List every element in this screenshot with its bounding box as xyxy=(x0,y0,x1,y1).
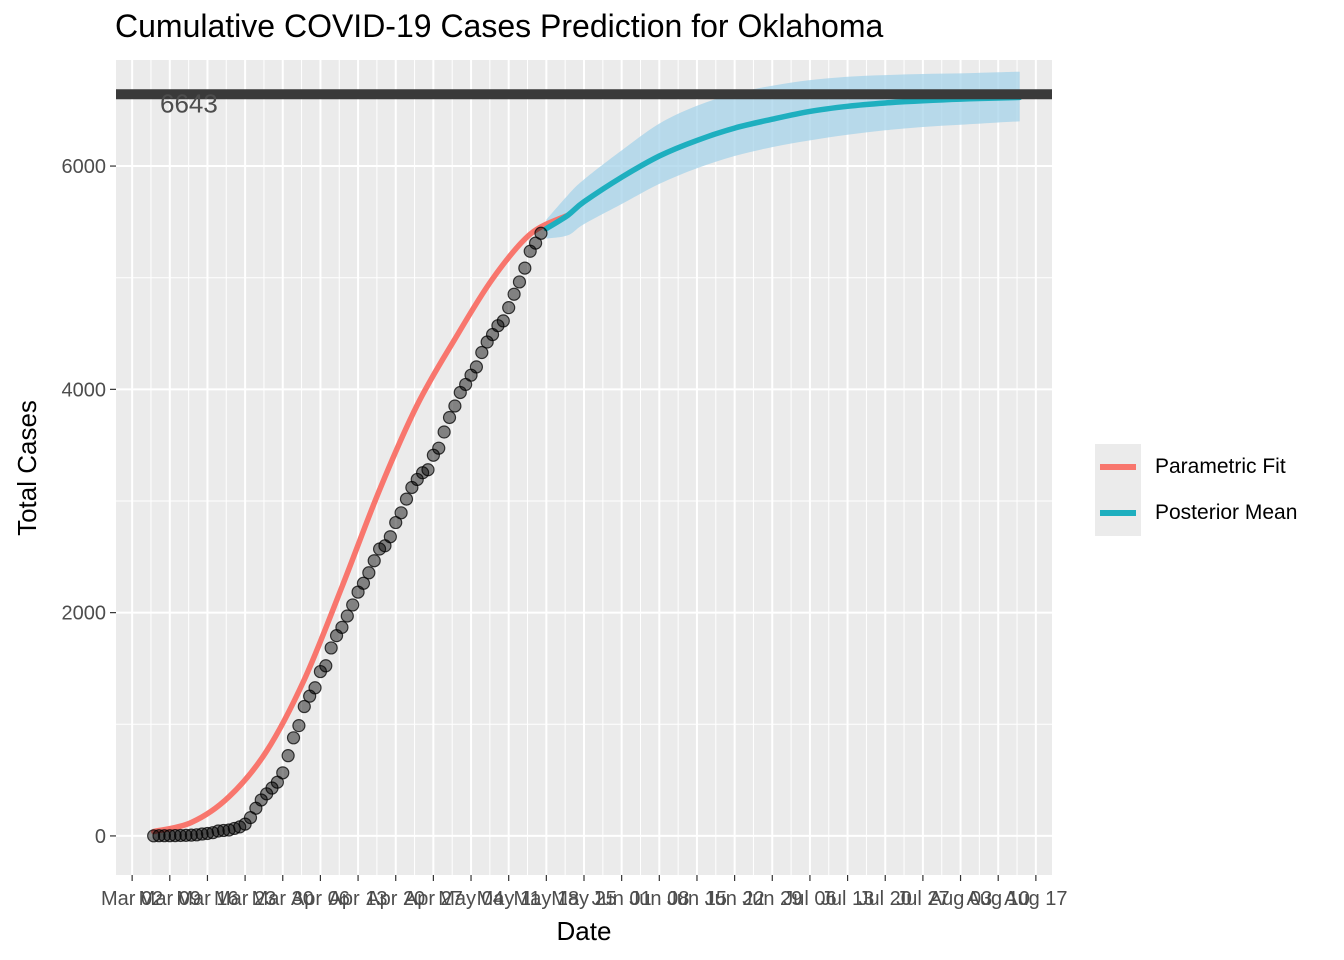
observed-point xyxy=(362,566,376,580)
observed-point xyxy=(534,226,548,240)
observed-point xyxy=(346,598,360,612)
x-tick-label: Aug 10 xyxy=(967,888,1030,910)
series-lines xyxy=(150,94,1023,835)
x-tick-label: May 18 xyxy=(514,888,580,910)
y-tick-label: 0 xyxy=(95,826,106,848)
observed-points xyxy=(147,226,548,843)
observed-point xyxy=(518,261,532,275)
x-tick-label: Jul 06 xyxy=(783,888,836,910)
observed-point xyxy=(502,301,516,315)
legend-item-posterior: Posterior Mean xyxy=(1095,490,1335,536)
observed-point xyxy=(184,828,198,842)
observed-point xyxy=(297,699,311,714)
x-tick-label: Aug 17 xyxy=(1004,888,1067,910)
x-tick-label: Apr 20 xyxy=(366,888,425,910)
legend-key xyxy=(1095,490,1141,536)
observed-point xyxy=(286,731,301,745)
legend-label: Parametric Fit xyxy=(1155,455,1286,478)
observed-point xyxy=(308,681,322,695)
observed-point xyxy=(168,828,182,843)
observed-point xyxy=(157,829,172,843)
observed-point xyxy=(216,823,231,838)
legend-item-parametric: Parametric Fit xyxy=(1095,444,1335,490)
observed-point xyxy=(163,829,177,843)
y-axis-title: Total Cases xyxy=(12,400,42,536)
observed-point xyxy=(179,828,193,842)
reference-line-group: 6643 xyxy=(116,88,1052,118)
observed-point xyxy=(292,719,306,733)
observed-point xyxy=(383,530,397,544)
observed-point xyxy=(528,236,543,250)
y-tick-label: 4000 xyxy=(62,379,107,401)
observed-point xyxy=(475,345,489,360)
x-tick-label: Apr 06 xyxy=(291,888,350,910)
x-tick-label: Jun 29 xyxy=(742,888,802,910)
observed-point xyxy=(367,554,381,568)
grid-major xyxy=(116,60,1052,875)
x-tick-label: Mar 23 xyxy=(214,888,276,910)
observed-point xyxy=(276,766,290,780)
legend-label: Posterior Mean xyxy=(1155,501,1298,524)
observed-point xyxy=(356,576,371,590)
x-axis-title: Date xyxy=(557,916,612,946)
x-tick-label: May 11 xyxy=(477,888,541,910)
x-tick-label: Mar 30 xyxy=(252,888,314,910)
observed-point xyxy=(442,410,457,425)
observed-point xyxy=(335,620,349,634)
credible-band xyxy=(546,71,1020,239)
y-tick-label: 2000 xyxy=(62,603,107,625)
observed-point xyxy=(507,287,521,301)
y-tick-label: 6000 xyxy=(62,156,107,178)
x-tick-label: Mar 16 xyxy=(176,888,238,910)
x-tick-label: Jun 15 xyxy=(667,888,727,910)
observed-point xyxy=(469,360,484,374)
x-tick-label: Aug 03 xyxy=(929,888,992,910)
observed-point xyxy=(324,641,338,655)
posterior-mean-line xyxy=(543,94,1023,232)
observed-point xyxy=(173,828,188,843)
x-tick-label: Apr 27 xyxy=(404,888,463,910)
observed-point xyxy=(147,829,161,843)
x-tick-label: Jul 20 xyxy=(859,888,912,910)
observed-point xyxy=(432,441,446,455)
parametric-fit-line xyxy=(150,212,571,835)
observed-point xyxy=(281,749,295,763)
observed-point xyxy=(437,425,451,439)
x-tick-label: Mar 09 xyxy=(139,888,201,910)
legend-key xyxy=(1095,444,1141,490)
reference-line-label: 6643 xyxy=(160,88,218,118)
grid-minor xyxy=(112,60,1052,949)
x-tick-label: Jun 22 xyxy=(705,888,765,910)
observed-point xyxy=(512,275,527,289)
observed-point xyxy=(448,399,462,413)
x-tick-label: Jun 08 xyxy=(629,888,689,910)
x-tick-label: May 25 xyxy=(551,888,617,910)
chart-title: Cumulative COVID-19 Cases Prediction for… xyxy=(115,8,884,44)
observed-point xyxy=(399,492,414,506)
observed-point xyxy=(340,609,354,623)
x-tick-label: Mar 02 xyxy=(101,888,163,910)
x-tick-label: Jul 27 xyxy=(896,888,949,910)
legend: Parametric Fit Posterior Mean xyxy=(1095,444,1335,536)
observed-point xyxy=(496,314,510,328)
observed-point xyxy=(394,506,408,520)
x-tick-label: Apr 13 xyxy=(329,888,388,910)
x-tick-label: May 04 xyxy=(438,888,504,910)
x-tick-label: Jun 01 xyxy=(592,888,652,910)
observed-point xyxy=(319,659,333,673)
observed-point xyxy=(152,829,166,843)
credible-band-area xyxy=(546,71,1020,239)
x-tick-label: Jul 13 xyxy=(821,888,874,910)
observed-point xyxy=(421,463,435,477)
